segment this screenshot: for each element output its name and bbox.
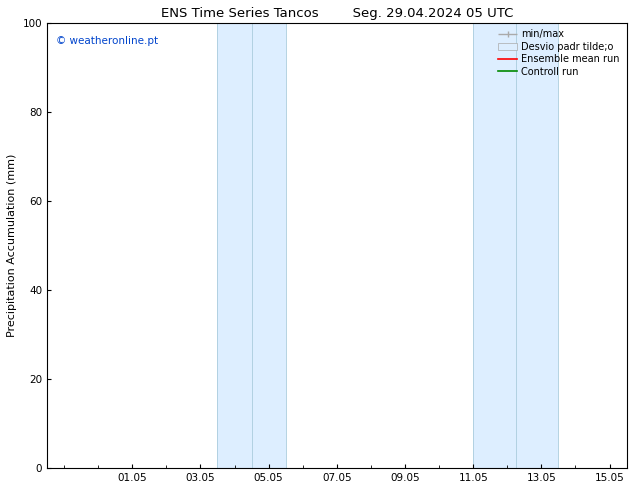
Y-axis label: Precipitation Accumulation (mm): Precipitation Accumulation (mm) bbox=[7, 154, 17, 337]
Text: © weatheronline.pt: © weatheronline.pt bbox=[56, 36, 158, 46]
Legend: min/max, Desvio padr tilde;o, Ensemble mean run, Controll run: min/max, Desvio padr tilde;o, Ensemble m… bbox=[496, 27, 622, 78]
Title: ENS Time Series Tancos        Seg. 29.04.2024 05 UTC: ENS Time Series Tancos Seg. 29.04.2024 0… bbox=[160, 7, 513, 20]
Bar bbox=[217, 23, 286, 468]
Bar bbox=[473, 23, 559, 468]
